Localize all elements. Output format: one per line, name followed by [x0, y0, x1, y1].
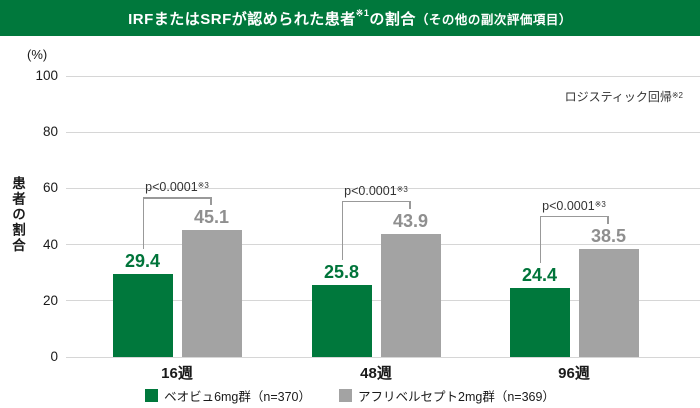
bar-value-aflibercept: 43.9 — [392, 210, 429, 231]
regression-annotation-text: ロジスティック回帰 — [564, 90, 672, 104]
legend-label: アフリベルセプト2mg群（n=369） — [358, 390, 555, 404]
regression-annotation-superscript: ※2 — [671, 91, 683, 100]
bar-value-aflibercept: 38.5 — [590, 225, 627, 246]
p-value-text: p<0.0001 — [344, 183, 397, 198]
p-value-label: p<0.0001※3 — [107, 179, 247, 197]
chart-title-paren: （その他の副次評価項目） — [415, 12, 572, 27]
legend-item: ベオビュ6mg群（n=370） — [145, 386, 311, 405]
bar-value-beovu: 29.4 — [124, 251, 161, 272]
bar-aflibercept — [578, 248, 639, 357]
bar-aflibercept — [380, 233, 441, 357]
legend-label: ベオビュ6mg群（n=370） — [164, 390, 311, 404]
p-value-text: p<0.0001 — [145, 180, 198, 195]
chart-title-superscript: ※1 — [355, 7, 370, 18]
bracket-horizontal — [341, 200, 411, 203]
bracket-horizontal — [539, 215, 609, 218]
regression-annotation: ロジスティック回帰※2 — [565, 88, 683, 105]
p-value-label: p<0.0001※3 — [306, 183, 446, 201]
y-tick-label: 60 — [42, 180, 58, 196]
gridline — [66, 131, 700, 133]
bar-beovu — [509, 288, 570, 357]
gridline — [66, 75, 700, 77]
x-axis-label: 16週 — [161, 365, 193, 382]
bracket-right-vertical — [607, 215, 609, 224]
y-axis-title: 患者の割合 — [10, 176, 25, 254]
legend-swatch — [145, 389, 159, 402]
bar-beovu — [112, 274, 173, 357]
chart-title-main: IRFまたはSRFが認められた患者 — [128, 10, 356, 28]
y-tick-label: 80 — [42, 124, 58, 140]
bracket-horizontal — [142, 197, 212, 199]
y-tick-label: 40 — [42, 236, 58, 252]
bracket-right-vertical — [210, 197, 212, 206]
bar-aflibercept — [181, 230, 242, 357]
bar-value-beovu: 25.8 — [323, 261, 360, 282]
bracket-right-vertical — [409, 200, 411, 209]
chart-title-bar: IRFまたはSRFが認められた患者 ※1 の割合 （その他の副次評価項目） — [0, 0, 700, 36]
y-tick-label: 100 — [35, 68, 58, 83]
x-axis-label: 96週 — [558, 365, 590, 382]
p-value-text: p<0.0001 — [542, 198, 595, 213]
gridline — [66, 356, 700, 358]
bar-beovu — [311, 284, 372, 357]
legend: ベオビュ6mg群（n=370） アフリベルセプト2mg群（n=369） — [0, 386, 700, 405]
y-axis-unit-label: (%) — [27, 47, 48, 62]
bracket-left-vertical — [142, 197, 144, 250]
p-value-superscript: ※3 — [396, 184, 408, 194]
p-value-superscript: ※3 — [197, 181, 209, 191]
p-value-label: p<0.0001※3 — [504, 198, 644, 216]
y-tick-label: 0 — [50, 349, 58, 364]
chart-title-after: の割合 — [369, 10, 416, 28]
x-axis-label: 48週 — [360, 365, 392, 382]
legend-item: アフリベルセプト2mg群（n=369） — [339, 386, 555, 405]
bracket-left-vertical — [539, 215, 541, 264]
gridline — [66, 187, 700, 189]
p-value-superscript: ※3 — [594, 199, 606, 209]
y-tick-label: 20 — [42, 292, 58, 308]
bar-value-aflibercept: 45.1 — [193, 207, 230, 228]
bar-value-beovu: 24.4 — [521, 265, 558, 286]
legend-swatch — [339, 389, 352, 402]
bracket-left-vertical — [341, 200, 343, 260]
